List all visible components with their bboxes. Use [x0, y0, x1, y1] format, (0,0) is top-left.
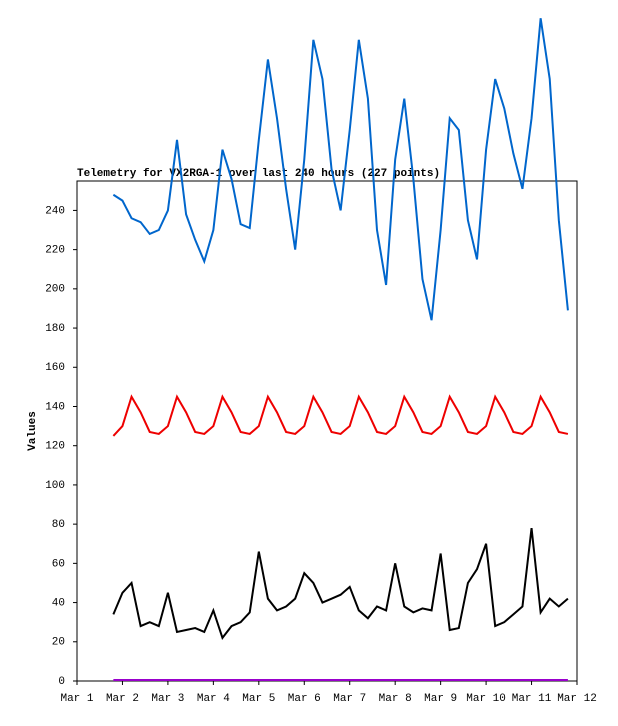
y-tick-label: 0	[58, 676, 65, 688]
x-tick-label: Mar 1	[60, 693, 93, 705]
series-line	[112, 394, 569, 437]
x-tick-label: Mar 12	[557, 693, 597, 705]
y-tick-label: 120	[45, 441, 65, 453]
x-tick-label: Mar 5	[242, 693, 275, 705]
x-tick-label: Mar 4	[197, 693, 230, 705]
y-axis-label: Values	[27, 411, 39, 451]
y-tick-label: 180	[45, 323, 65, 335]
x-tick-label: Mar 8	[379, 693, 412, 705]
y-tick-label: 20	[52, 637, 65, 649]
y-tick-label: 40	[52, 597, 65, 609]
series-line	[112, 527, 569, 640]
y-tick-label: 160	[45, 362, 65, 374]
y-tick-label: 80	[52, 519, 65, 531]
x-tick-label: Mar 6	[288, 693, 321, 705]
y-tick-label: 240	[45, 205, 65, 217]
chart-title: Telemetry for VX2RGA-1 over last 240 hou…	[77, 168, 440, 180]
x-tick-label: Mar 2	[106, 693, 139, 705]
series-line	[112, 18, 569, 321]
x-tick-label: Mar 11	[512, 693, 552, 705]
y-tick-label: 140	[45, 401, 65, 413]
y-tick-label: 100	[45, 480, 65, 492]
x-tick-label: Mar 3	[151, 693, 184, 705]
y-tick-label: 60	[52, 558, 65, 570]
x-tick-label: Mar 9	[424, 693, 457, 705]
y-tick-label: 200	[45, 284, 65, 296]
y-tick-label: 220	[45, 245, 65, 257]
x-tick-label: Mar 7	[333, 693, 366, 705]
plot-frame	[76, 180, 578, 682]
x-tick-label: Mar 10	[466, 693, 506, 705]
